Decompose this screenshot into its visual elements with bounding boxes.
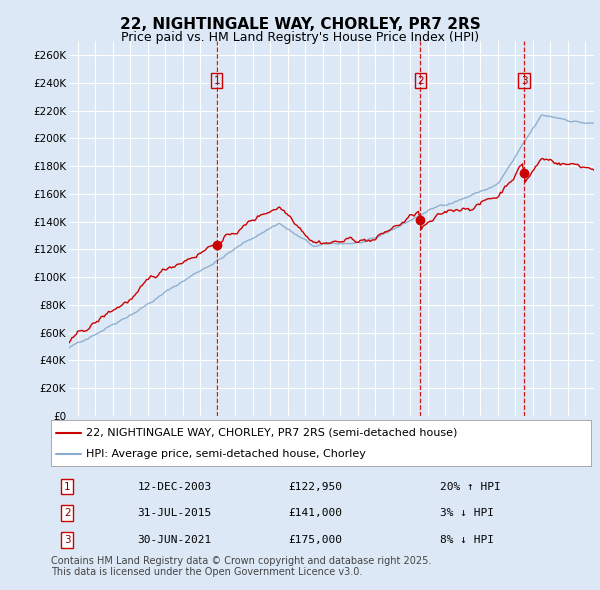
Text: 3% ↓ HPI: 3% ↓ HPI bbox=[440, 509, 494, 519]
Text: 31-JUL-2015: 31-JUL-2015 bbox=[137, 509, 212, 519]
Text: 3: 3 bbox=[64, 535, 71, 545]
Text: Price paid vs. HM Land Registry's House Price Index (HPI): Price paid vs. HM Land Registry's House … bbox=[121, 31, 479, 44]
Text: 2: 2 bbox=[417, 76, 424, 86]
Text: 2: 2 bbox=[64, 509, 71, 519]
Text: £141,000: £141,000 bbox=[289, 509, 343, 519]
Text: 22, NIGHTINGALE WAY, CHORLEY, PR7 2RS (semi-detached house): 22, NIGHTINGALE WAY, CHORLEY, PR7 2RS (s… bbox=[86, 428, 457, 438]
Text: 20% ↑ HPI: 20% ↑ HPI bbox=[440, 481, 500, 491]
Text: 1: 1 bbox=[64, 481, 71, 491]
Text: £175,000: £175,000 bbox=[289, 535, 343, 545]
Text: 30-JUN-2021: 30-JUN-2021 bbox=[137, 535, 212, 545]
Text: 1: 1 bbox=[214, 76, 220, 86]
Text: £122,950: £122,950 bbox=[289, 481, 343, 491]
Text: HPI: Average price, semi-detached house, Chorley: HPI: Average price, semi-detached house,… bbox=[86, 448, 366, 458]
Text: 8% ↓ HPI: 8% ↓ HPI bbox=[440, 535, 494, 545]
Text: Contains HM Land Registry data © Crown copyright and database right 2025.
This d: Contains HM Land Registry data © Crown c… bbox=[51, 556, 431, 578]
Text: 3: 3 bbox=[521, 76, 527, 86]
Text: 12-DEC-2003: 12-DEC-2003 bbox=[137, 481, 212, 491]
Text: 22, NIGHTINGALE WAY, CHORLEY, PR7 2RS: 22, NIGHTINGALE WAY, CHORLEY, PR7 2RS bbox=[119, 17, 481, 31]
